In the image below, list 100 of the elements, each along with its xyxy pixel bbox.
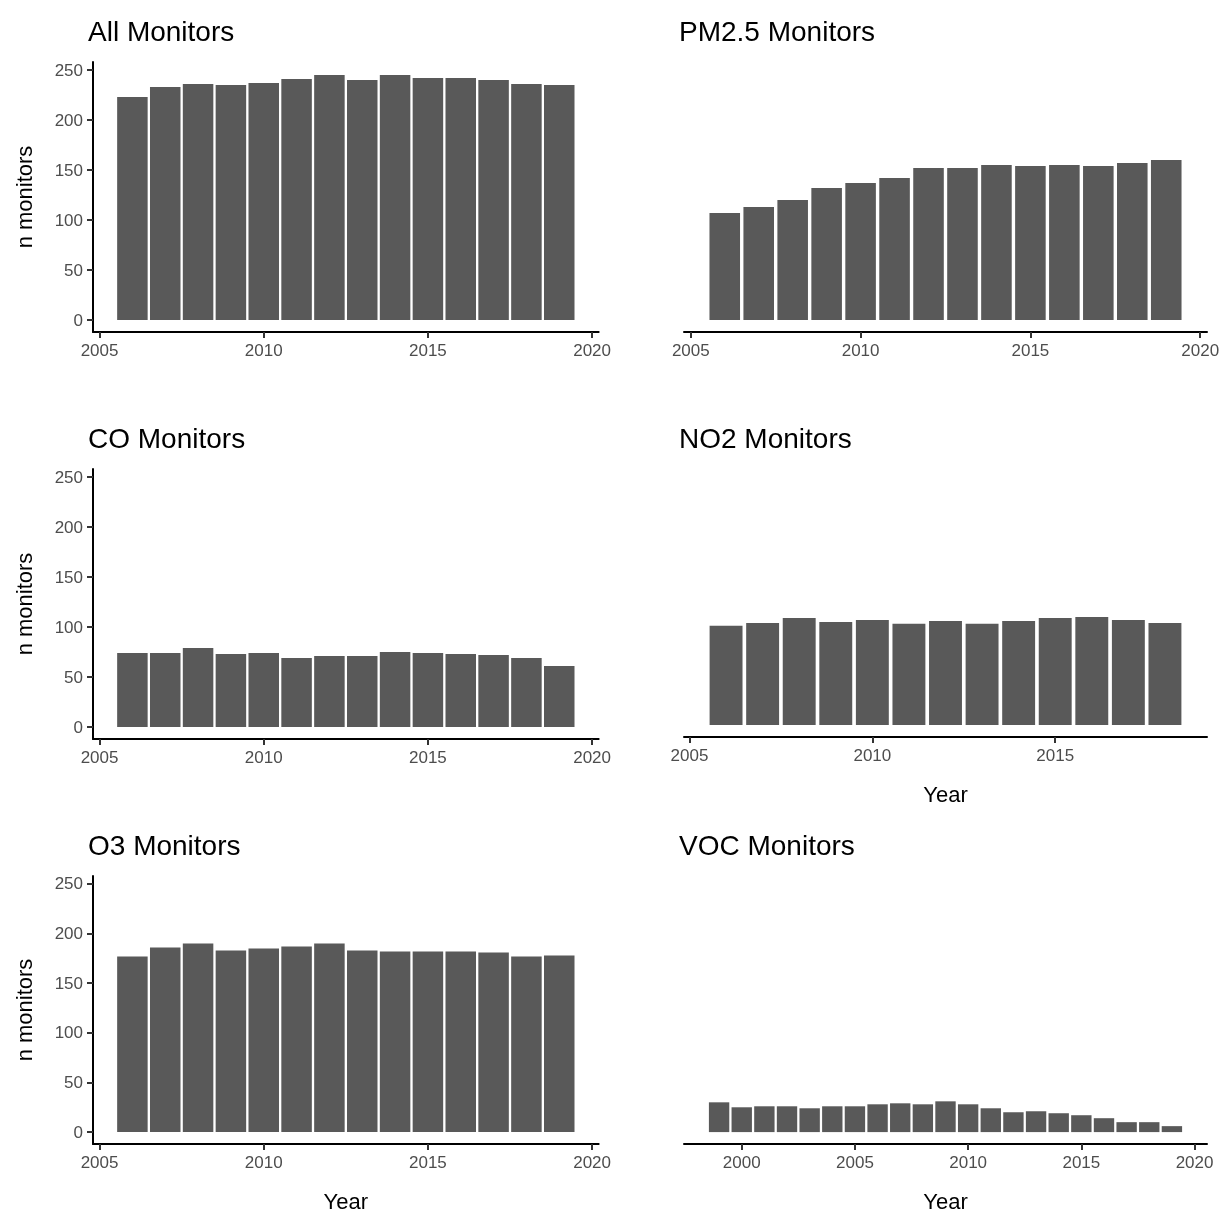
- bar: [1083, 166, 1114, 320]
- bar: [1015, 166, 1046, 320]
- x-tick-label: 2010: [244, 1153, 283, 1172]
- y-axis-title: n monitors: [11, 958, 37, 1062]
- bar: [478, 80, 509, 320]
- x-tick-label: 2020: [1181, 341, 1220, 360]
- x-tick-label: 2005: [671, 341, 710, 360]
- bar: [412, 78, 444, 320]
- bar: [822, 1106, 843, 1133]
- bar: [346, 656, 378, 727]
- bar: [708, 1102, 730, 1133]
- bar: [845, 183, 876, 320]
- bar: [731, 1107, 752, 1133]
- y-tick-label: 100: [54, 1023, 83, 1043]
- bar: [981, 165, 1012, 320]
- bar: [248, 948, 279, 1133]
- y-tick-label: 50: [64, 1072, 83, 1092]
- x-tick-label: 2000: [722, 1153, 761, 1172]
- bar: [1048, 1113, 1069, 1133]
- bar: [281, 658, 312, 727]
- x-tick-label: 2010: [244, 341, 283, 360]
- bar: [511, 956, 542, 1133]
- x-tick-label: 2010: [853, 746, 892, 765]
- bar: [182, 943, 214, 1133]
- chart-title: CO Monitors: [88, 422, 246, 454]
- bar: [879, 178, 910, 320]
- bar: [511, 658, 542, 727]
- x-tick-label: 2005: [80, 748, 119, 767]
- y-tick-label: 250: [54, 60, 83, 80]
- bar: [935, 1101, 956, 1133]
- x-tick-label: 2015: [409, 341, 447, 360]
- bar: [248, 653, 279, 727]
- bar: [819, 621, 853, 726]
- bar: [811, 188, 842, 320]
- y-tick-label: 200: [54, 924, 83, 944]
- bar: [544, 85, 575, 320]
- y-tick-label: 250: [54, 467, 83, 487]
- bar: [412, 653, 444, 727]
- bar: [346, 80, 378, 320]
- chart-title: O3 Monitors: [88, 829, 241, 861]
- bar: [1003, 1112, 1024, 1133]
- bar: [379, 951, 411, 1133]
- y-tick-label: 150: [54, 567, 83, 587]
- bar: [544, 666, 575, 727]
- bar: [746, 622, 780, 726]
- bar: [379, 75, 411, 320]
- bar: [890, 1103, 911, 1133]
- bar: [346, 950, 378, 1133]
- bar: [754, 1106, 775, 1133]
- x-tick-label: 2015: [409, 748, 447, 767]
- bar: [1038, 617, 1072, 726]
- bar: [1150, 160, 1182, 320]
- bar: [248, 83, 279, 320]
- x-tick-label: 2010: [244, 748, 283, 767]
- x-tick-label: 2005: [836, 1153, 874, 1172]
- bar: [149, 653, 181, 727]
- bar: [445, 951, 476, 1133]
- bar: [1002, 620, 1036, 726]
- bar: [1139, 1122, 1160, 1133]
- bar: [149, 947, 181, 1133]
- y-tick-label: 250: [54, 874, 83, 894]
- bar: [215, 654, 247, 727]
- bar: [379, 652, 411, 727]
- bar: [777, 200, 808, 320]
- x-tick-label: 2015: [409, 1153, 447, 1172]
- bar: [1093, 1118, 1115, 1133]
- bar: [776, 1106, 798, 1133]
- bar: [182, 84, 214, 320]
- bar: [844, 1106, 866, 1133]
- bar: [544, 955, 575, 1133]
- bar: [117, 653, 148, 727]
- bar: [314, 75, 345, 320]
- bar: [1025, 1111, 1047, 1133]
- x-axis-title: Year: [923, 1188, 968, 1209]
- bar: [314, 943, 345, 1133]
- y-tick-label: 0: [73, 1122, 83, 1142]
- bar: [799, 1108, 820, 1133]
- bar: [182, 648, 214, 727]
- x-tick-label: 2020: [573, 748, 611, 767]
- y-tick-label: 200: [54, 110, 83, 130]
- bar: [478, 952, 509, 1133]
- x-tick-label: 2015: [1036, 746, 1075, 765]
- bar: [1116, 1122, 1137, 1133]
- chart-title: All Monitors: [88, 15, 235, 47]
- chart-title: VOC Monitors: [679, 829, 855, 861]
- bar: [965, 623, 999, 726]
- bar: [215, 85, 247, 320]
- bar: [117, 956, 148, 1133]
- y-axis-title: n monitors: [11, 145, 37, 249]
- bar: [980, 1108, 1001, 1133]
- bar: [1161, 1126, 1183, 1133]
- chart-title: PM2.5 Monitors: [679, 15, 876, 47]
- bar: [117, 97, 148, 320]
- y-tick-label: 0: [73, 310, 83, 330]
- bar: [281, 946, 312, 1133]
- bar: [1075, 616, 1109, 726]
- x-tick-label: 2020: [573, 1153, 611, 1172]
- x-tick-label: 2005: [670, 746, 709, 765]
- bar: [1148, 622, 1182, 726]
- y-tick-label: 100: [54, 210, 83, 230]
